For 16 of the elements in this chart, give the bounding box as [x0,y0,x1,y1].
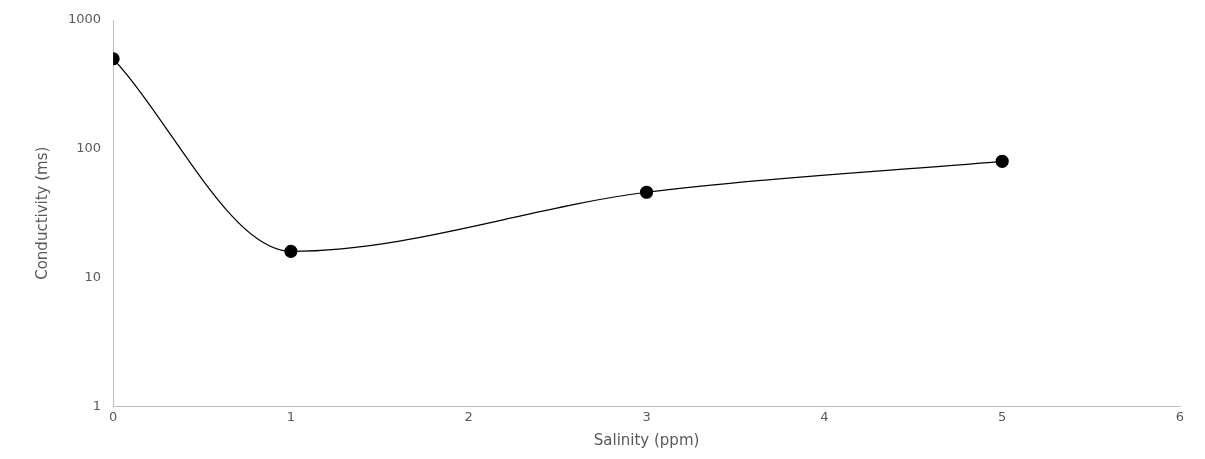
x-axis-title: Salinity (ppm) [593,430,700,449]
x-tick-label: 3 [642,408,651,424]
x-tick-label: 0 [108,408,118,424]
y-tick-label: 100 [76,140,102,156]
x-tick-label: 1 [286,408,296,424]
point [284,244,298,258]
y-tick-label: 10 [84,268,102,284]
x-tick-label: 4 [820,408,829,424]
y-tick-label: 1000 [67,11,102,27]
y-tick-label: 1 [92,397,102,413]
x-tick-label: 5 [998,408,1007,424]
x-tick-label: 6 [1175,408,1185,424]
x-tick-label: 2 [464,408,473,424]
y-axis-title: Conductivity (ms) [32,146,51,280]
point [995,154,1009,168]
point [639,185,654,199]
